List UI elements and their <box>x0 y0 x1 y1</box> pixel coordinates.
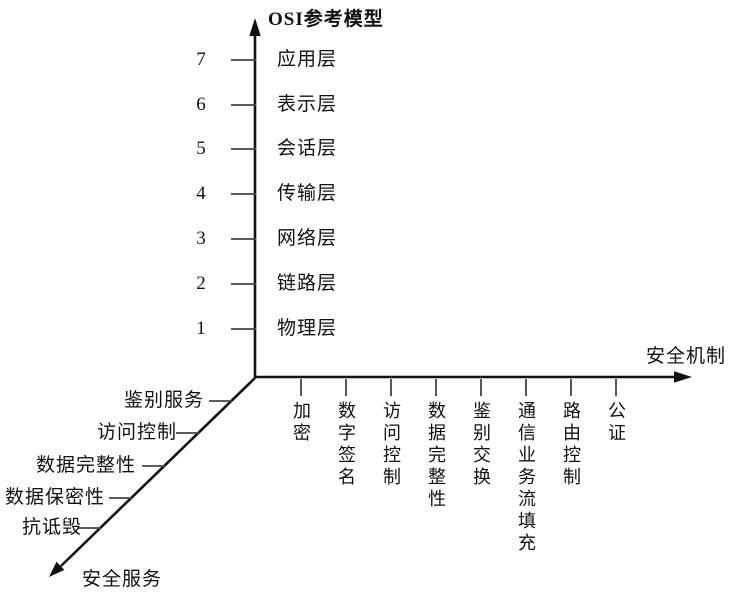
mechanism-label-digital-signature: 数字签名 <box>336 401 356 489</box>
osi-layer-number-2: 2 <box>196 273 206 294</box>
mechanism-label-routing-control: 路由控制 <box>561 401 581 489</box>
osi-layer-ticks <box>231 59 256 330</box>
mechanism-label-encryption: 加密 <box>291 401 311 445</box>
osi-layer-number-7: 7 <box>196 49 206 70</box>
service-label-non-repudiation: 抗诋毁 <box>21 517 82 538</box>
osi-layer-label-session: 会话层 <box>277 138 338 159</box>
service-label-data-confidentiality: 数据保密性 <box>4 487 105 508</box>
osi-layer-number-3: 3 <box>196 228 206 249</box>
osi-layer-label-physical: 物理层 <box>277 318 338 339</box>
service-ticks <box>78 400 232 529</box>
service-axis-arrowhead <box>49 561 65 577</box>
osi-axis-title: OSI参考模型 <box>268 9 384 30</box>
osi-layer-label-transport: 传输层 <box>277 183 338 204</box>
osi-layer-label-network: 网络层 <box>277 228 338 249</box>
mechanism-label-data-integrity: 数据完整性 <box>426 401 446 511</box>
mechanism-label-notarization: 公证 <box>606 401 626 445</box>
mechanism-label-auth-exchange: 鉴别交换 <box>471 401 491 489</box>
osi-layer-number-5: 5 <box>196 138 206 159</box>
mechanism-axis-title: 安全机制 <box>646 346 727 367</box>
osi-layer-number-1: 1 <box>196 318 206 339</box>
mechanism-label-access-control: 访问控制 <box>381 401 401 489</box>
mechanism-label-traffic-padding: 通信业务流填充 <box>516 401 536 555</box>
mechanism-ticks <box>300 379 617 396</box>
service-label-authentication: 鉴别服务 <box>123 390 204 411</box>
service-axis-title: 安全服务 <box>82 569 163 590</box>
osi-layer-number-6: 6 <box>196 94 206 115</box>
osi-layer-label-application: 应用层 <box>277 49 338 70</box>
osi-layer-label-link: 链路层 <box>277 273 338 294</box>
service-label-data-integrity: 数据完整性 <box>35 455 136 476</box>
osi-layer-label-presentation: 表示层 <box>277 94 338 115</box>
service-axis-line <box>60 377 256 567</box>
mechanism-axis-arrowhead <box>674 371 692 383</box>
osi-layer-number-4: 4 <box>196 183 206 204</box>
osi-axis-arrowhead <box>249 18 261 36</box>
service-label-access-control: 访问控制 <box>96 422 177 443</box>
